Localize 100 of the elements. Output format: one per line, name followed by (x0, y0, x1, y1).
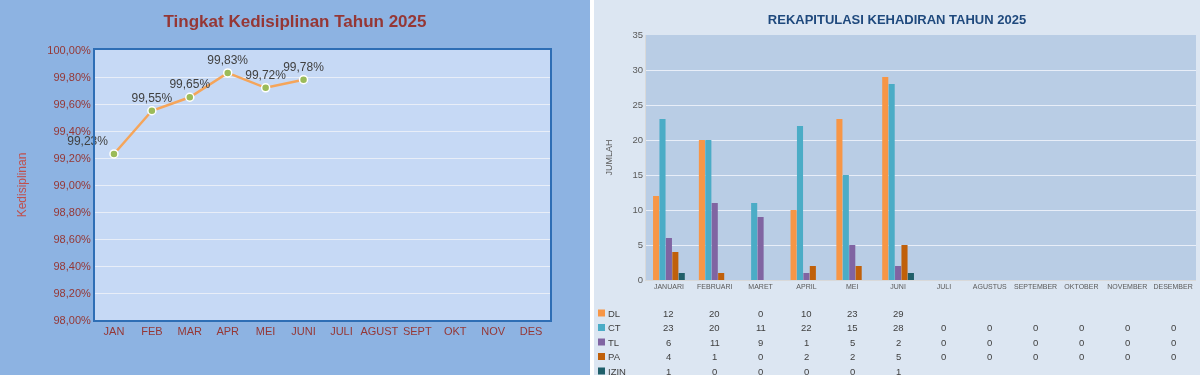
y-tick-label: 98,40% (53, 259, 92, 272)
data-label: 0 (712, 366, 718, 375)
data-label: 99,55% (131, 90, 173, 105)
data-label: 29 (893, 308, 904, 319)
legend-label: CT (608, 322, 621, 333)
data-label: 5 (850, 337, 856, 348)
bar (698, 140, 705, 280)
data-label: 22 (801, 322, 812, 333)
bar (796, 126, 804, 280)
x-tick-label: DES (519, 325, 543, 338)
bar (907, 273, 914, 280)
data-label: 0 (941, 337, 947, 348)
y-tick-label: 5 (637, 239, 644, 251)
data-label: 1 (896, 366, 902, 375)
bar (665, 238, 672, 280)
y-tick-label: 35 (632, 29, 644, 41)
bar (705, 140, 712, 280)
data-label: 0 (1171, 351, 1177, 362)
data-label: 2 (804, 351, 810, 362)
bar (849, 245, 856, 280)
x-tick-label: MEI (255, 325, 276, 338)
bar (809, 266, 816, 280)
y-tick-label: 100,00% (47, 43, 92, 56)
data-label: 0 (1125, 351, 1131, 362)
data-label: 1 (804, 337, 810, 348)
legend-label: TL (608, 337, 620, 348)
data-label: 9 (758, 337, 764, 348)
bar (803, 273, 810, 280)
bar (757, 217, 764, 280)
bar (678, 273, 685, 280)
data-label: 0 (804, 366, 810, 375)
y-tick-label: 99,60% (53, 97, 92, 110)
data-label: 10 (801, 308, 812, 319)
data-label: 0 (1171, 322, 1177, 333)
data-label: 0 (1125, 322, 1131, 333)
y-tick-label: 99,00% (53, 178, 92, 191)
y-tick-label: 98,00% (53, 313, 92, 326)
bar (659, 119, 666, 280)
data-label: 0 (987, 337, 993, 348)
data-label: 0 (1171, 337, 1177, 348)
bar (901, 245, 908, 280)
y-tick-label: 99,80% (53, 70, 92, 83)
data-label: 0 (1079, 351, 1085, 362)
data-label: 4 (666, 351, 672, 362)
legend-label: IZIN (608, 366, 627, 375)
y-tick-label: 10 (632, 204, 644, 216)
bar (855, 266, 862, 280)
data-label: 0 (850, 366, 856, 375)
data-label: 0 (758, 351, 764, 362)
bar (882, 77, 889, 280)
data-label: 12 (663, 308, 674, 319)
y-axis-title: Kedisiplinan (15, 152, 30, 218)
y-tick-label: 98,80% (53, 205, 92, 218)
bar (842, 175, 849, 280)
data-label: 99,65% (169, 77, 211, 92)
y-tick-label: 98,20% (53, 286, 92, 299)
data-label: 1 (712, 351, 718, 362)
x-tick-label: JULI (330, 325, 353, 338)
bar (836, 119, 843, 280)
data-label: 99,83% (207, 52, 249, 67)
data-label: 0 (987, 351, 993, 362)
bar (711, 203, 718, 280)
x-tick-label: OKT (443, 325, 467, 338)
data-label: 5 (896, 351, 902, 362)
y-tick-label: 20 (632, 134, 644, 146)
data-label: 23 (847, 308, 858, 319)
data-label: 0 (941, 322, 947, 333)
x-tick-label: FEB (141, 325, 163, 338)
y-tick-label: 99,20% (53, 151, 92, 164)
x-tick-label: MAR (177, 325, 203, 338)
bar (653, 196, 660, 280)
y-tick-label: 98,60% (53, 232, 92, 245)
data-label: 0 (987, 322, 993, 333)
data-label: 0 (941, 351, 947, 362)
data-label: 2 (896, 337, 902, 348)
y-tick-label: 30 (632, 64, 644, 76)
chart-title: Tingkat Kedisiplinan Tahun 2025 (163, 11, 427, 31)
data-label: 6 (666, 337, 672, 348)
chart-title: REKAPITULASI KEHADIRAN TAHUN 2025 (767, 12, 1027, 28)
bar (895, 266, 902, 280)
data-label: 0 (1079, 322, 1085, 333)
data-label: 20 (709, 322, 720, 333)
y-tick-label: 0 (637, 274, 644, 286)
x-tick-label: NOV (481, 325, 506, 338)
y-tick-label: 25 (632, 99, 644, 111)
data-label: 28 (893, 322, 904, 333)
data-label: 11 (710, 337, 720, 348)
bar (672, 252, 679, 280)
x-tick-label: AGUST (360, 325, 399, 338)
x-tick-label: SEPT (402, 325, 432, 338)
data-label: 0 (758, 366, 764, 375)
y-axis-title: JUMLAH (603, 139, 614, 176)
data-label: 0 (1125, 337, 1131, 348)
data-label: 1 (666, 366, 672, 375)
data-label: 15 (847, 322, 858, 333)
data-label: 0 (1033, 337, 1039, 348)
x-tick-label: JUNI (291, 325, 316, 338)
bar (888, 84, 895, 280)
data-label: 23 (663, 322, 674, 333)
x-tick-label: JAN (103, 325, 125, 338)
